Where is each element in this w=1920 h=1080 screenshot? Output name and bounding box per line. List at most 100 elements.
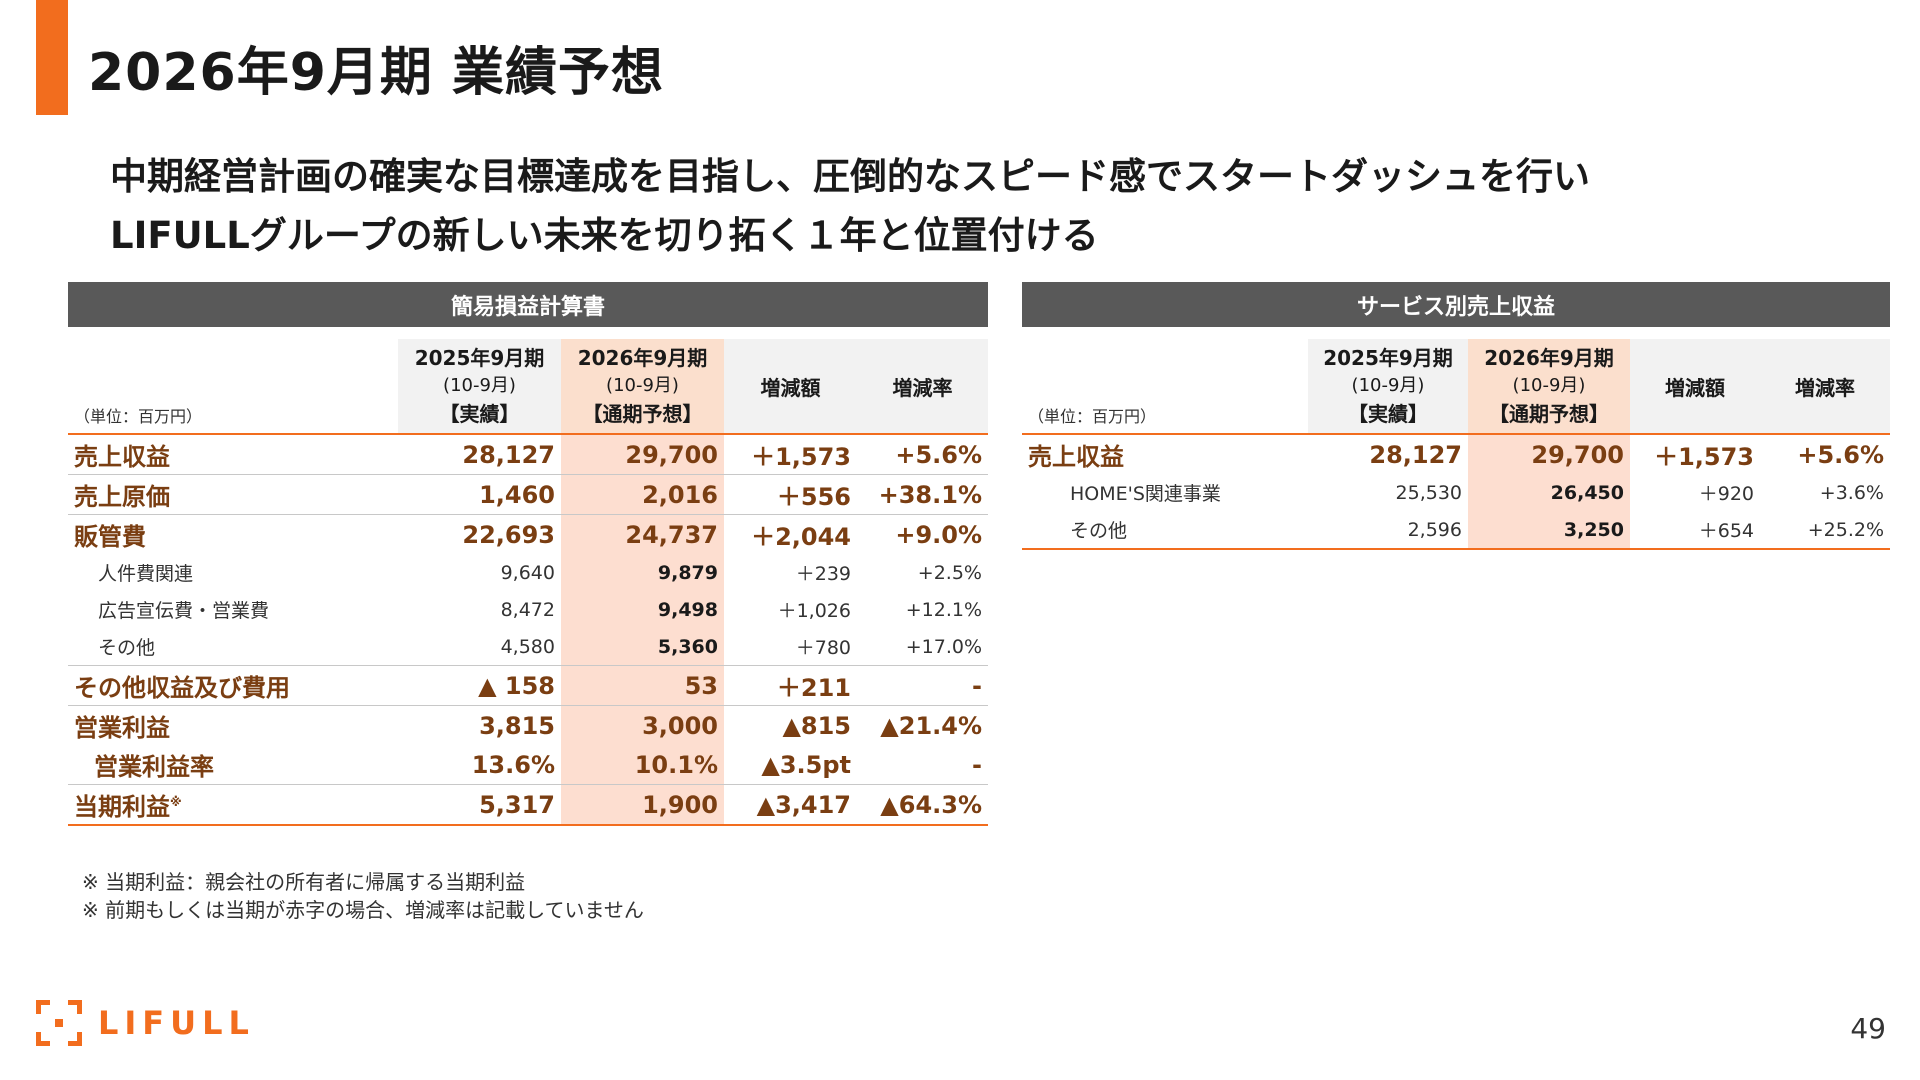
value-prev: 28,127: [1369, 440, 1462, 469]
income-statement-panel: 簡易損益計算書 （単位：百万円） 2025年9月期 (10-9月) 【実績】 2…: [68, 282, 988, 826]
value-diff: ▲3.5pt: [761, 750, 851, 779]
value-diff: ＋654: [1698, 520, 1754, 542]
value-forecast: 2,016: [561, 474, 724, 515]
value-diff: ＋780: [795, 637, 851, 659]
footnote-2: ※ 前期もしくは当期が赤字の場合、増減率は記載していません: [82, 898, 644, 922]
value-forecast: 5,360: [561, 628, 724, 666]
value-rate: +2.5%: [917, 561, 982, 584]
value-diff: ▲815: [782, 711, 851, 740]
table-row: 人件費関連 9,640 9,879 ＋239 +2.5%: [68, 554, 988, 591]
table-row: 広告宣伝費・営業費 8,472 9,498 ＋1,026 +12.1%: [68, 591, 988, 628]
value-prev: 3,815: [479, 711, 555, 740]
column-header-rate: 増減率: [1760, 339, 1890, 434]
logo-text: LIFULL: [98, 1004, 255, 1042]
value-forecast: 53: [561, 665, 724, 706]
value-rate: -: [972, 671, 982, 700]
table-row: その他 2,596 3,250 ＋654 +25.2%: [1022, 511, 1890, 549]
value-rate: +25.2%: [1807, 518, 1884, 541]
row-label: 営業利益: [74, 714, 170, 742]
row-label: 販管費: [74, 523, 146, 551]
subtitle-line-2: LIFULLグループの新しい未来を切り拓く１年と位置付ける: [110, 214, 1099, 257]
column-header-forecast: 2026年9月期 (10-9月) 【通期予想】: [561, 339, 724, 434]
column-header-prev: 2025年9月期 (10-9月) 【実績】: [398, 339, 561, 434]
row-label: 当期利益※: [74, 793, 182, 821]
value-forecast: 3,000: [561, 705, 724, 745]
row-label: その他収益及び費用: [74, 674, 290, 702]
table-row: 当期利益※ 5,317 1,900 ▲3,417 ▲64.3%: [68, 784, 988, 825]
title-accent-bar: [36, 0, 68, 115]
row-label: 広告宣伝費・営業費: [98, 600, 270, 622]
value-diff: ＋1,573: [1654, 443, 1754, 471]
table-header-row: （単位：百万円） 2025年9月期 (10-9月) 【実績】 2026年9月期 …: [68, 339, 988, 434]
value-forecast: 9,879: [561, 554, 724, 591]
table-row: その他 4,580 5,360 ＋780 +17.0%: [68, 628, 988, 666]
value-rate: ▲21.4%: [880, 711, 982, 740]
column-header-diff: 増減額: [724, 339, 857, 434]
value-rate: +5.6%: [895, 440, 982, 469]
column-header-forecast: 2026年9月期 (10-9月) 【通期予想】: [1468, 339, 1630, 434]
income-statement-table: （単位：百万円） 2025年9月期 (10-9月) 【実績】 2026年9月期 …: [68, 339, 988, 826]
column-header-prev: 2025年9月期 (10-9月) 【実績】: [1308, 339, 1468, 434]
value-diff: ＋920: [1698, 483, 1754, 505]
income-statement-header: 簡易損益計算書: [68, 282, 988, 327]
row-label: 売上収益: [1028, 443, 1124, 471]
table-row: 営業利益率 13.6% 10.1% ▲3.5pt -: [68, 745, 988, 785]
unit-label: （単位：百万円）: [1022, 339, 1308, 434]
value-rate: +3.6%: [1819, 481, 1884, 504]
footnotes: ※ 当期利益：親会社の所有者に帰属する当期利益 ※ 前期もしくは当期が赤字の場合…: [82, 868, 644, 924]
value-rate: +5.6%: [1797, 440, 1884, 469]
value-forecast: 9,498: [561, 591, 724, 628]
lifull-logo: LIFULL: [36, 1000, 255, 1046]
value-prev: 25,530: [1395, 481, 1462, 504]
row-label: その他: [98, 637, 156, 659]
value-rate: ▲64.3%: [880, 790, 982, 819]
logo-bracket-icon: [36, 1000, 82, 1046]
footnote-1: ※ 当期利益：親会社の所有者に帰属する当期利益: [82, 870, 526, 894]
value-forecast: 29,700: [1468, 434, 1630, 474]
page-number: 49: [1850, 1012, 1886, 1045]
value-forecast: 24,737: [561, 514, 724, 554]
service-revenue-header: サービス別売上収益: [1022, 282, 1890, 327]
row-label: HOME'S関連事業: [1070, 483, 1221, 505]
row-label: 人件費関連: [98, 563, 194, 585]
page-title: 2026年9月期 業績予想: [88, 43, 665, 103]
table-row: 売上収益 28,127 29,700 ＋1,573 +5.6%: [1022, 434, 1890, 474]
row-label: 売上収益: [74, 443, 170, 471]
table-row: 売上原価 1,460 2,016 ＋556 +38.1%: [68, 474, 988, 515]
column-header-diff: 増減額: [1630, 339, 1760, 434]
table-row: HOME'S関連事業 25,530 26,450 ＋920 +3.6%: [1022, 474, 1890, 511]
value-forecast: 10.1%: [561, 745, 724, 785]
value-diff: ＋211: [776, 674, 851, 702]
value-prev: 4,580: [500, 635, 555, 658]
row-label: 営業利益率: [94, 753, 214, 781]
value-prev: 8,472: [500, 598, 555, 621]
value-forecast: 3,250: [1468, 511, 1630, 549]
row-label: その他: [1070, 520, 1128, 542]
value-diff: ＋556: [776, 483, 851, 511]
value-forecast: 29,700: [561, 434, 724, 475]
table-row: 販管費 22,693 24,737 ＋2,044 +9.0%: [68, 514, 988, 554]
value-diff: ＋2,044: [751, 523, 851, 551]
service-revenue-panel: サービス別売上収益 （単位：百万円） 2025年9月期 (10-9月) 【実績】…: [1022, 282, 1890, 550]
value-prev: ▲ 158: [478, 671, 555, 700]
value-diff: ＋1,026: [777, 600, 851, 622]
subtitle-line-1: 中期経営計画の確実な目標達成を目指し、圧倒的なスピード感でスタートダッシュを行い: [110, 155, 1590, 198]
value-diff: ＋1,573: [751, 443, 851, 471]
footnote-marker: ※: [170, 795, 182, 809]
value-prev: 13.6%: [471, 750, 555, 779]
row-label: 売上原価: [74, 483, 170, 511]
value-prev: 5,317: [479, 790, 555, 819]
value-rate: +9.0%: [895, 520, 982, 549]
table-row: 営業利益 3,815 3,000 ▲815 ▲21.4%: [68, 705, 988, 745]
value-forecast: 1,900: [561, 784, 724, 825]
value-rate: +12.1%: [905, 598, 982, 621]
value-diff: ▲3,417: [756, 790, 851, 819]
value-prev: 2,596: [1407, 518, 1462, 541]
value-prev: 1,460: [479, 480, 555, 509]
table-row: 売上収益 28,127 29,700 ＋1,573 +5.6%: [68, 434, 988, 475]
value-prev: 9,640: [500, 561, 555, 584]
column-header-rate: 増減率: [857, 339, 988, 434]
table-header-row: （単位：百万円） 2025年9月期 (10-9月) 【実績】 2026年9月期 …: [1022, 339, 1890, 434]
value-prev: 28,127: [462, 440, 555, 469]
value-rate: +38.1%: [878, 480, 982, 509]
